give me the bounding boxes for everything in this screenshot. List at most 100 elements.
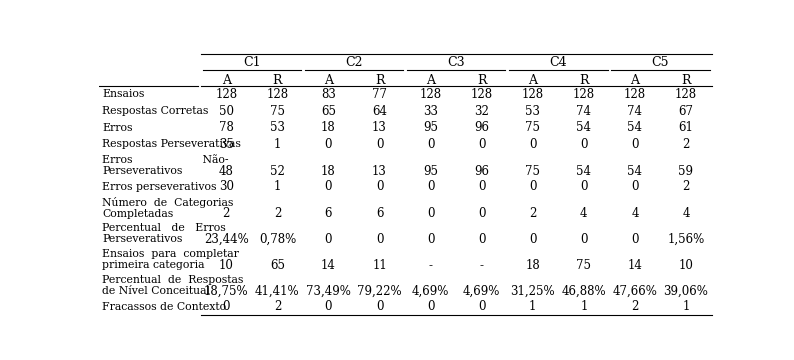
Text: R: R bbox=[477, 74, 487, 87]
Text: 2: 2 bbox=[274, 300, 281, 313]
Text: 1: 1 bbox=[580, 300, 588, 313]
Text: 0: 0 bbox=[376, 180, 384, 193]
Text: 79,22%: 79,22% bbox=[357, 284, 402, 297]
Text: Percentual  de  Respostas: Percentual de Respostas bbox=[102, 275, 244, 285]
Text: 128: 128 bbox=[266, 88, 288, 101]
Text: 0: 0 bbox=[325, 138, 332, 151]
Text: 0: 0 bbox=[580, 180, 588, 193]
Text: 128: 128 bbox=[471, 88, 493, 101]
Text: 65: 65 bbox=[321, 105, 336, 118]
Text: 75: 75 bbox=[576, 259, 592, 272]
Text: 78: 78 bbox=[219, 121, 233, 134]
Text: 54: 54 bbox=[576, 165, 592, 178]
Text: 53: 53 bbox=[526, 105, 540, 118]
Text: 2: 2 bbox=[682, 138, 690, 151]
Text: 50: 50 bbox=[219, 105, 233, 118]
Text: 1: 1 bbox=[274, 138, 281, 151]
Text: 75: 75 bbox=[526, 165, 540, 178]
Text: 0: 0 bbox=[580, 233, 588, 246]
Text: Número  de  Categorias: Número de Categorias bbox=[102, 197, 233, 208]
Text: 32: 32 bbox=[474, 105, 489, 118]
Text: 4: 4 bbox=[631, 207, 638, 220]
Text: 0: 0 bbox=[478, 300, 485, 313]
Text: 0: 0 bbox=[427, 138, 434, 151]
Text: 0: 0 bbox=[529, 233, 537, 246]
Text: 61: 61 bbox=[679, 121, 693, 134]
Text: 74: 74 bbox=[627, 105, 642, 118]
Text: Perseverativos: Perseverativos bbox=[102, 166, 183, 176]
Text: 0: 0 bbox=[478, 233, 485, 246]
Text: 1: 1 bbox=[682, 300, 690, 313]
Text: 11: 11 bbox=[372, 259, 387, 272]
Text: 128: 128 bbox=[675, 88, 697, 101]
Text: Completadas: Completadas bbox=[102, 209, 174, 219]
Text: Respostas Perseverativas: Respostas Perseverativas bbox=[102, 139, 241, 149]
Text: 0,78%: 0,78% bbox=[259, 233, 296, 246]
Text: 10: 10 bbox=[679, 259, 693, 272]
Text: 18: 18 bbox=[321, 165, 336, 178]
Text: 10: 10 bbox=[219, 259, 233, 272]
Text: 54: 54 bbox=[627, 121, 642, 134]
Text: 39,06%: 39,06% bbox=[664, 284, 708, 297]
Text: 54: 54 bbox=[627, 165, 642, 178]
Text: Erros                    Não-: Erros Não- bbox=[102, 155, 229, 165]
Text: A: A bbox=[630, 74, 639, 87]
Text: 48: 48 bbox=[219, 165, 233, 178]
Text: 128: 128 bbox=[572, 88, 595, 101]
Text: C4: C4 bbox=[549, 56, 567, 69]
Text: 18,75%: 18,75% bbox=[204, 284, 249, 297]
Text: 128: 128 bbox=[624, 88, 646, 101]
Text: 6: 6 bbox=[376, 207, 384, 220]
Text: Respostas Corretas: Respostas Corretas bbox=[102, 106, 209, 116]
Text: C3: C3 bbox=[447, 56, 465, 69]
Text: 35: 35 bbox=[219, 138, 233, 151]
Text: 0: 0 bbox=[325, 233, 332, 246]
Text: Erros: Erros bbox=[102, 123, 133, 133]
Text: 75: 75 bbox=[270, 105, 285, 118]
Text: 33: 33 bbox=[423, 105, 438, 118]
Text: Fracassos de Contexto: Fracassos de Contexto bbox=[102, 302, 226, 311]
Text: 128: 128 bbox=[419, 88, 441, 101]
Text: C5: C5 bbox=[652, 56, 669, 69]
Text: 1: 1 bbox=[274, 180, 281, 193]
Text: Ensaios  para  completar: Ensaios para completar bbox=[102, 249, 239, 259]
Text: 0: 0 bbox=[631, 138, 638, 151]
Text: 128: 128 bbox=[215, 88, 237, 101]
Text: 64: 64 bbox=[372, 105, 387, 118]
Text: A: A bbox=[324, 74, 333, 87]
Text: 65: 65 bbox=[270, 259, 285, 272]
Text: 4: 4 bbox=[580, 207, 588, 220]
Text: 0: 0 bbox=[529, 180, 537, 193]
Text: 0: 0 bbox=[376, 233, 384, 246]
Text: -: - bbox=[429, 259, 433, 272]
Text: R: R bbox=[375, 74, 384, 87]
Text: R: R bbox=[272, 74, 282, 87]
Text: 41,41%: 41,41% bbox=[255, 284, 299, 297]
Text: 74: 74 bbox=[576, 105, 592, 118]
Text: A: A bbox=[222, 74, 231, 87]
Text: 0: 0 bbox=[222, 300, 230, 313]
Text: 83: 83 bbox=[321, 88, 336, 101]
Text: 77: 77 bbox=[372, 88, 387, 101]
Text: 75: 75 bbox=[526, 121, 540, 134]
Text: 73,49%: 73,49% bbox=[306, 284, 351, 297]
Text: 14: 14 bbox=[627, 259, 642, 272]
Text: 23,44%: 23,44% bbox=[204, 233, 249, 246]
Text: Erros perseverativos: Erros perseverativos bbox=[102, 182, 217, 192]
Text: de Nível Conceitual: de Nível Conceitual bbox=[102, 286, 210, 296]
Text: 0: 0 bbox=[529, 138, 537, 151]
Text: 2: 2 bbox=[274, 207, 281, 220]
Text: -: - bbox=[480, 259, 484, 272]
Text: 14: 14 bbox=[321, 259, 336, 272]
Text: 47,66%: 47,66% bbox=[612, 284, 657, 297]
Text: 18: 18 bbox=[321, 121, 336, 134]
Text: 0: 0 bbox=[631, 180, 638, 193]
Text: 0: 0 bbox=[580, 138, 588, 151]
Text: 30: 30 bbox=[219, 180, 233, 193]
Text: 18: 18 bbox=[526, 259, 540, 272]
Text: A: A bbox=[426, 74, 435, 87]
Text: 95: 95 bbox=[423, 121, 438, 134]
Text: 46,88%: 46,88% bbox=[561, 284, 606, 297]
Text: 54: 54 bbox=[576, 121, 592, 134]
Text: 4,69%: 4,69% bbox=[412, 284, 449, 297]
